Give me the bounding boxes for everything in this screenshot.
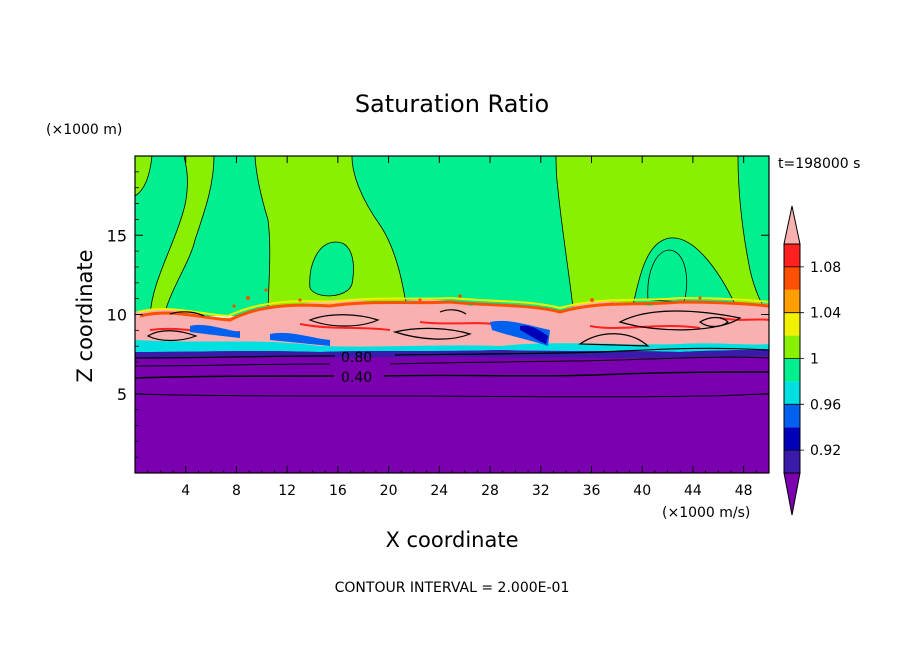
mixing-strip [135,320,769,352]
y-tick-label-1: 10 [107,306,127,325]
x-axis-title: X coordinate [385,528,518,552]
colorbar-bin-6 [784,335,800,359]
dry-layer-contours [135,347,769,398]
colorbar: 0.92 0.96 1 1.04 1.08 [783,205,841,516]
colorbar-bin-1 [784,450,800,473]
x-tick-label-7: 32 [532,483,550,499]
colorbar-bin-10 [784,244,800,267]
x-axis: 4 8 12 16 20 24 28 32 36 40 44 48 [147,156,757,499]
colorbar-bin-0 [783,472,801,516]
time-label: t=198000 s [778,156,860,172]
colorbar-bin-8 [784,289,800,313]
x-tick-label-3: 16 [329,483,347,499]
y-unit-label: (×1000 m) [46,122,122,138]
colorbar-label-2: 1 [810,352,819,368]
x-unit-label: (×1000 m/s) [662,505,750,521]
y-tick-label-0: 5 [117,385,127,404]
colorbar-label-0: 0.92 [810,443,841,459]
colorbar-label-1: 0.96 [810,397,841,413]
x-tick-label-9: 40 [633,483,651,499]
plume-hollows [309,241,687,303]
x-tick-label-11: 48 [735,483,753,499]
y-axis-title: Z coordinate [73,249,97,382]
x-tick-label-5: 24 [430,483,448,499]
colorbar-label-3: 1.04 [810,306,841,322]
colorbar-label-4: 1.08 [810,260,841,276]
x-tick-label-6: 28 [481,483,499,499]
x-tick-label-4: 20 [380,483,398,499]
colorbar-bin-11 [783,205,801,245]
x-tick-label-1: 8 [232,483,241,499]
dry-layer-fill [135,350,769,473]
contour-interval-footer: CONTOUR INTERVAL = 2.000E-01 [335,580,570,596]
contour-label-1: 0.40 [341,370,372,386]
x-tick-label-0: 4 [181,483,190,499]
x-tick-label-2: 12 [278,483,296,499]
colorbar-bin-7 [784,312,800,336]
chart-title: Saturation Ratio [355,90,549,118]
moist-plumes [135,156,769,317]
colorbar-bin-2 [784,427,800,451]
contour-label-0: 0.80 [341,350,372,366]
colorbar-bin-5 [784,358,800,382]
colorbar-bin-3 [784,404,800,428]
x-tick-label-10: 44 [684,483,702,499]
plot-area [135,156,769,473]
cloud-top-speckles [232,288,702,308]
colorbar-bin-4 [784,381,800,405]
cloud-contours [146,309,742,347]
y-tick-label-2: 15 [107,226,127,245]
x-tick-label-8: 36 [583,483,601,499]
colorbar-bin-9 [784,266,800,290]
y-axis: 5 10 15 [107,171,769,458]
